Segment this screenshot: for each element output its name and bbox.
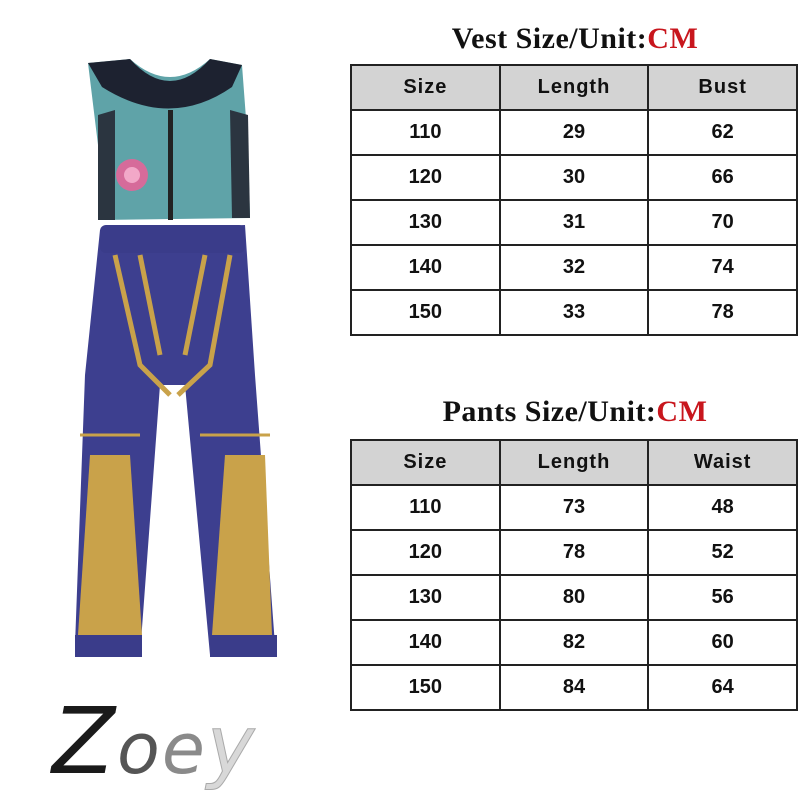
table-cell: 110 xyxy=(350,484,501,531)
table-cell: 140 xyxy=(350,244,501,291)
table-row: 110 29 62 xyxy=(350,109,798,156)
table-header-row: Size Length Waist xyxy=(350,439,798,486)
table-cell: 48 xyxy=(647,484,798,531)
table-cell: 30 xyxy=(498,154,650,201)
table-cell: 70 xyxy=(647,199,798,246)
vest-unit: CM xyxy=(647,22,699,55)
table-cell: 130 xyxy=(350,199,501,246)
header-size: Size xyxy=(350,439,501,486)
table-row: 120 78 52 xyxy=(350,529,798,576)
vest-title-text: Vest Size/Unit: xyxy=(451,22,648,55)
table-cell: 66 xyxy=(647,154,798,201)
table-cell: 140 xyxy=(350,619,501,666)
table-cell: 78 xyxy=(647,289,798,336)
table-cell: 29 xyxy=(498,109,650,156)
vest-size-table: Size Length Bust 110 29 62 120 30 66 130 31 70 14… xyxy=(350,64,798,336)
table-row: 140 82 60 xyxy=(350,619,798,666)
table-cell: 82 xyxy=(498,619,650,666)
table-cell: 150 xyxy=(350,289,501,336)
table-cell: 80 xyxy=(498,574,650,621)
pants-size-table: Size Length Waist 110 73 48 120 78 52 130 80 56 1… xyxy=(350,439,798,711)
table-cell: 84 xyxy=(498,664,650,711)
table-cell: 31 xyxy=(498,199,650,246)
header-length: Length xyxy=(498,64,650,111)
vest-image xyxy=(88,59,250,220)
brand-logo-zoey: Zoey xyxy=(52,688,257,795)
table-cell: 74 xyxy=(647,244,798,291)
table-row: 150 84 64 xyxy=(350,664,798,711)
product-image-costume xyxy=(60,55,290,670)
table-cell: 78 xyxy=(498,529,650,576)
table-cell: 60 xyxy=(647,619,798,666)
table-row: 120 30 66 xyxy=(350,154,798,201)
table-cell: 32 xyxy=(498,244,650,291)
table-cell: 64 xyxy=(647,664,798,711)
vest-size-title: Vest Size/Unit:CM xyxy=(350,22,800,56)
table-cell: 120 xyxy=(350,529,501,576)
table-cell: 150 xyxy=(350,664,501,711)
table-cell: 62 xyxy=(647,109,798,156)
table-row: 110 73 48 xyxy=(350,484,798,531)
table-cell: 33 xyxy=(498,289,650,336)
header-waist: Waist xyxy=(647,439,798,486)
pants-size-title: Pants Size/Unit:CM xyxy=(350,395,800,429)
table-row: 150 33 78 xyxy=(350,289,798,336)
header-length: Length xyxy=(498,439,650,486)
table-cell: 130 xyxy=(350,574,501,621)
pants-image xyxy=(75,225,277,657)
table-cell: 52 xyxy=(647,529,798,576)
table-row: 130 31 70 xyxy=(350,199,798,246)
table-row: 130 80 56 xyxy=(350,574,798,621)
table-header-row: Size Length Bust xyxy=(350,64,798,111)
table-cell: 56 xyxy=(647,574,798,621)
table-row: 140 32 74 xyxy=(350,244,798,291)
header-bust: Bust xyxy=(647,64,798,111)
pants-title-text: Pants Size/Unit: xyxy=(442,395,657,428)
header-size: Size xyxy=(350,64,501,111)
table-cell: 110 xyxy=(350,109,501,156)
table-cell: 120 xyxy=(350,154,501,201)
table-cell: 73 xyxy=(498,484,650,531)
pants-unit: CM xyxy=(656,395,708,428)
